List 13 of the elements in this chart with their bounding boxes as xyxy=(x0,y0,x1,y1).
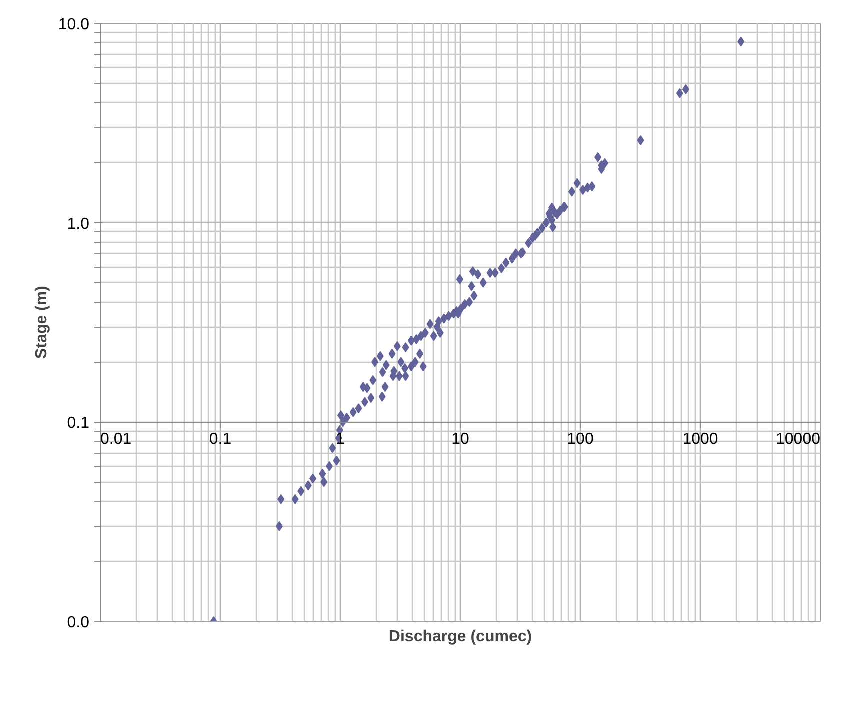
y-tick-label: 1.0 xyxy=(67,216,90,233)
y-axis-title: Stage (m) xyxy=(33,286,50,359)
x-tick-label: 0.1 xyxy=(209,431,232,448)
x-axis-title: Discharge (cumec) xyxy=(388,628,532,646)
x-tick-label: 1000 xyxy=(682,431,718,448)
x-tick-label: 100 xyxy=(567,431,594,448)
x-tick-label: 0.01 xyxy=(100,431,132,448)
x-tick-label: 10 xyxy=(452,431,470,448)
x-tick-label: 10000 xyxy=(776,431,821,448)
y-tick-label: 10.0 xyxy=(58,16,90,34)
x-tick-label: 1 xyxy=(336,431,346,448)
y-tick-label: 0.0 xyxy=(67,614,90,632)
y-tick-label: 0.1 xyxy=(67,415,90,432)
